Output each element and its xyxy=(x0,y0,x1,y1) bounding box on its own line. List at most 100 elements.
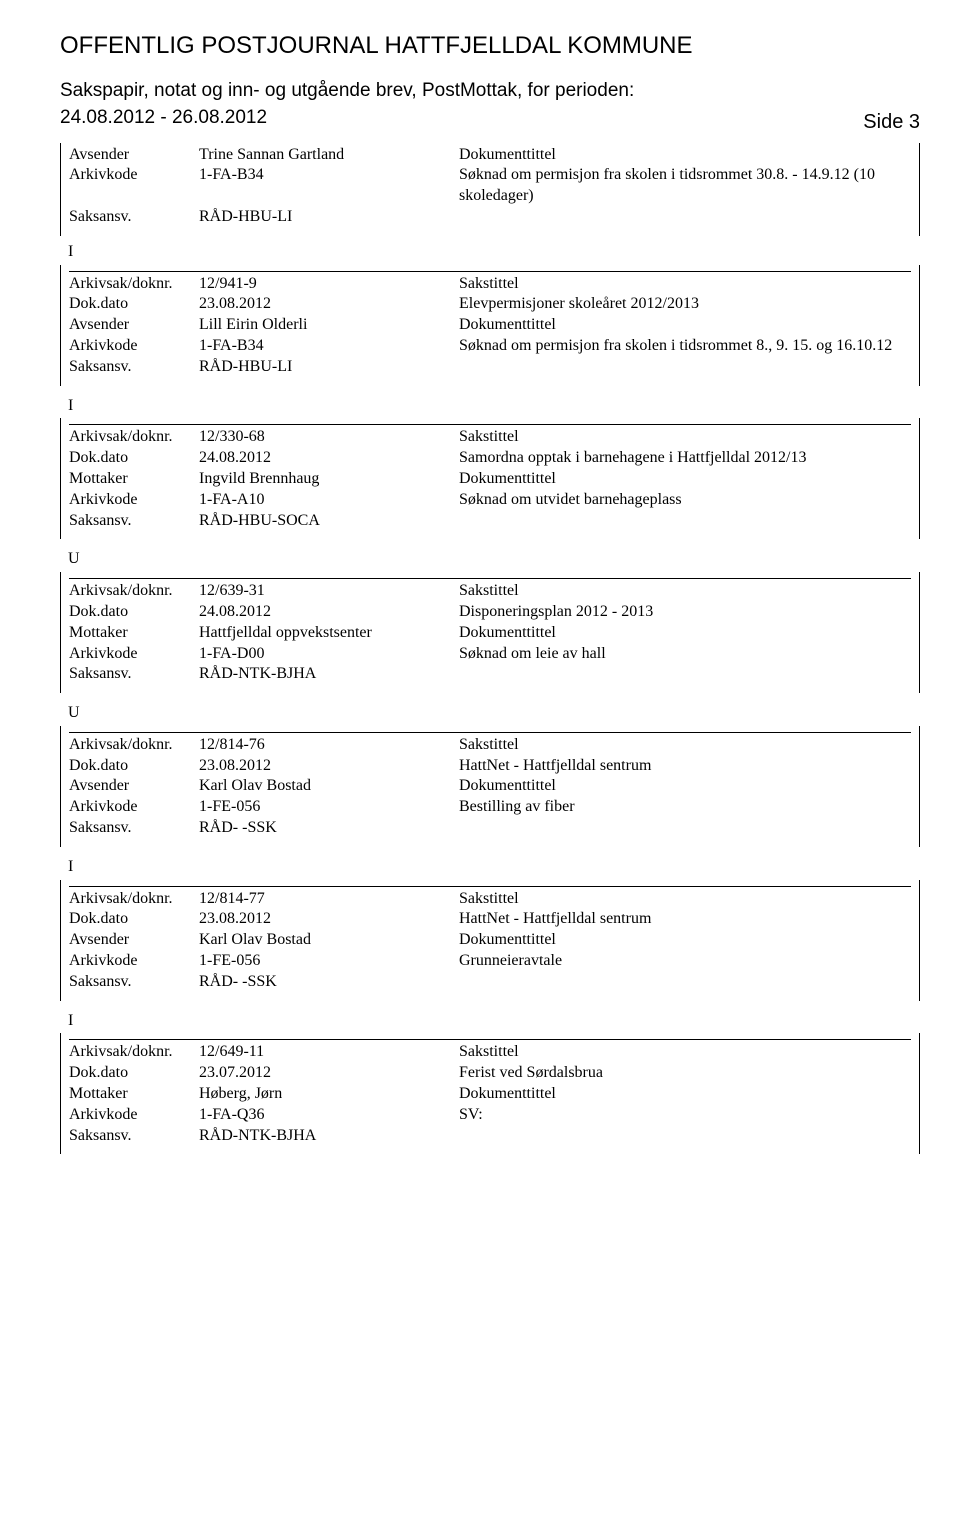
label-arkivkode: Arkivkode xyxy=(69,1105,199,1126)
page-subtitle: Sakspapir, notat og inn- og utgående bre… xyxy=(60,79,920,104)
label-party: Avsender xyxy=(69,776,199,797)
first-saksansv: RÅD-HBU-LI xyxy=(199,207,459,228)
label-arkivsak: Arkivsak/doknr. xyxy=(69,427,199,448)
entry-doktittel: Søknad om utvidet barnehageplass xyxy=(459,490,911,511)
label-dokdato: Dok.dato xyxy=(69,448,199,469)
label-sakstittel: Sakstittel xyxy=(459,581,911,602)
entry-sakstittel: Disponeringsplan 2012 - 2013 xyxy=(459,602,911,623)
entry-arkivkode: 1-FA-B34 xyxy=(199,336,459,357)
entry-arkivsak: 12/649-11 xyxy=(199,1042,459,1063)
entry-dokdato: 23.08.2012 xyxy=(199,294,459,315)
journal-entry: U Arkivsak/doknr.12/639-31Sakstittel Dok.d… xyxy=(60,549,920,693)
entry-arkivsak: 12/814-76 xyxy=(199,735,459,756)
label-party: Avsender xyxy=(69,930,199,951)
label-saksansv: Saksansv. xyxy=(69,1126,199,1147)
label-party: Mottaker xyxy=(69,623,199,644)
entry-dokdato: 23.07.2012 xyxy=(199,1063,459,1084)
entry-party: Karl Olav Bostad xyxy=(199,930,459,951)
entry-arkivsak: 12/814-77 xyxy=(199,889,459,910)
label-party: Mottaker xyxy=(69,1084,199,1105)
entry-block: Arkivsak/doknr.12/941-9SakstittelDok.dat… xyxy=(60,265,920,386)
label-dokumenttittel: Dokumenttittel xyxy=(459,930,911,951)
label-arkivkode: Arkivkode xyxy=(69,644,199,665)
entry-doktittel: Søknad om permisjon fra skolen i tidsrom… xyxy=(459,336,911,357)
entry-block: Arkivsak/doknr.12/814-77SakstittelDok.da… xyxy=(60,880,920,1001)
label-dokdato: Dok.dato xyxy=(69,1063,199,1084)
entry-dokdato: 24.08.2012 xyxy=(199,602,459,623)
label-arkivkode: Arkivkode xyxy=(69,797,199,818)
label-dokdato: Dok.dato xyxy=(69,602,199,623)
label-arkivsak: Arkivsak/doknr. xyxy=(69,274,199,295)
label-saksansv: Saksansv. xyxy=(69,972,199,993)
entry-saksansv: RÅD-NTK-BJHA xyxy=(199,664,459,685)
entry-dokdato: 24.08.2012 xyxy=(199,448,459,469)
entry-arkivkode: 1-FA-D00 xyxy=(199,644,459,665)
label-dokumenttittel: Dokumenttittel xyxy=(459,1084,911,1105)
entry-sakstittel: Ferist ved Sørdalsbrua xyxy=(459,1063,911,1084)
journal-entry: U Arkivsak/doknr.12/814-76Sakstittel Dok.d… xyxy=(60,703,920,847)
label-arkivkode: Arkivkode xyxy=(69,165,199,186)
entry-divider xyxy=(69,1039,911,1040)
entry-type-marker: I xyxy=(68,396,920,417)
entry-saksansv: RÅD-HBU-SOCA xyxy=(199,511,459,532)
journal-entry: IArkivsak/doknr.12/941-9SakstittelDok.da… xyxy=(60,242,920,386)
label-dokumenttittel: Dokumenttittel xyxy=(459,145,911,166)
entry-sakstittel: Samordna opptak i barnehagene i Hattfjel… xyxy=(459,448,911,469)
label-arkivkode: Arkivkode xyxy=(69,336,199,357)
entry-saksansv: RÅD- -SSK xyxy=(199,972,459,993)
first-arkivkode: 1-FA-B34 xyxy=(199,165,459,186)
entry-party: Ingvild Brennhaug xyxy=(199,469,459,490)
entry-type-marker: U xyxy=(68,703,920,724)
entry-block-first: Avsender Trine Sannan Gartland Dokumentt… xyxy=(60,143,920,236)
entry-arkivkode: 1-FE-056 xyxy=(199,951,459,972)
label-dokdato: Dok.dato xyxy=(69,756,199,777)
label-dokumenttittel: Dokumenttittel xyxy=(459,469,911,490)
label-saksansv: Saksansv. xyxy=(69,511,199,532)
entry-arkivsak: 12/330-68 xyxy=(199,427,459,448)
first-dok-desc: Søknad om permisjon fra skolen i tidsrom… xyxy=(459,165,911,207)
journal-entry: IArkivsak/doknr.12/814-77SakstittelDok.d… xyxy=(60,857,920,1001)
entry-type-marker: I xyxy=(68,242,920,263)
entry-dokdato: 23.08.2012 xyxy=(199,756,459,777)
first-avsender: Trine Sannan Gartland xyxy=(199,145,459,166)
entry-party: Lill Eirin Olderli xyxy=(199,315,459,336)
entry-saksansv: RÅD-HBU-LI xyxy=(199,357,459,378)
entry-type-marker: I xyxy=(68,857,920,878)
label-saksansv: Saksansv. xyxy=(69,207,199,228)
label-saksansv: Saksansv. xyxy=(69,664,199,685)
entry-block: Arkivsak/doknr.12/639-31Sakstittel Dok.da… xyxy=(60,572,920,693)
entry-party: Karl Olav Bostad xyxy=(199,776,459,797)
entry-divider xyxy=(69,886,911,887)
entry-doktittel: Grunneieravtale xyxy=(459,951,911,972)
label-saksansv: Saksansv. xyxy=(69,357,199,378)
entry-divider xyxy=(69,271,911,272)
entry-divider xyxy=(69,578,911,579)
label-sakstittel: Sakstittel xyxy=(459,427,911,448)
label-arkivsak: Arkivsak/doknr. xyxy=(69,735,199,756)
label-dokumenttittel: Dokumenttittel xyxy=(459,315,911,336)
entry-doktittel: Bestilling av fiber xyxy=(459,797,911,818)
entry-divider xyxy=(69,732,911,733)
entry-arkivsak: 12/639-31 xyxy=(199,581,459,602)
entry-block: Arkivsak/doknr.12/814-76Sakstittel Dok.da… xyxy=(60,726,920,847)
entry-divider xyxy=(69,424,911,425)
label-arkivkode: Arkivkode xyxy=(69,490,199,511)
label-sakstittel: Sakstittel xyxy=(459,735,911,756)
entry-block: Arkivsak/doknr.12/330-68Sakstittel Dok.da… xyxy=(60,418,920,539)
entry-arkivsak: 12/941-9 xyxy=(199,274,459,295)
label-sakstittel: Sakstittel xyxy=(459,1042,911,1063)
entry-doktittel: Søknad om leie av hall xyxy=(459,644,911,665)
journal-entry: IArkivsak/doknr.12/649-11SakstittelDok.d… xyxy=(60,1011,920,1155)
entry-arkivkode: 1-FE-056 xyxy=(199,797,459,818)
label-dokdato: Dok.dato xyxy=(69,909,199,930)
label-arkivsak: Arkivsak/doknr. xyxy=(69,1042,199,1063)
entry-saksansv: RÅD- -SSK xyxy=(199,818,459,839)
label-arkivsak: Arkivsak/doknr. xyxy=(69,581,199,602)
entry-type-marker: U xyxy=(68,549,920,570)
entry-sakstittel: Elevpermisjoner skoleåret 2012/2013 xyxy=(459,294,911,315)
entry-arkivkode: 1-FA-A10 xyxy=(199,490,459,511)
label-dokdato: Dok.dato xyxy=(69,294,199,315)
label-party: Avsender xyxy=(69,315,199,336)
label-arkivkode: Arkivkode xyxy=(69,951,199,972)
label-avsender: Avsender xyxy=(69,145,199,166)
